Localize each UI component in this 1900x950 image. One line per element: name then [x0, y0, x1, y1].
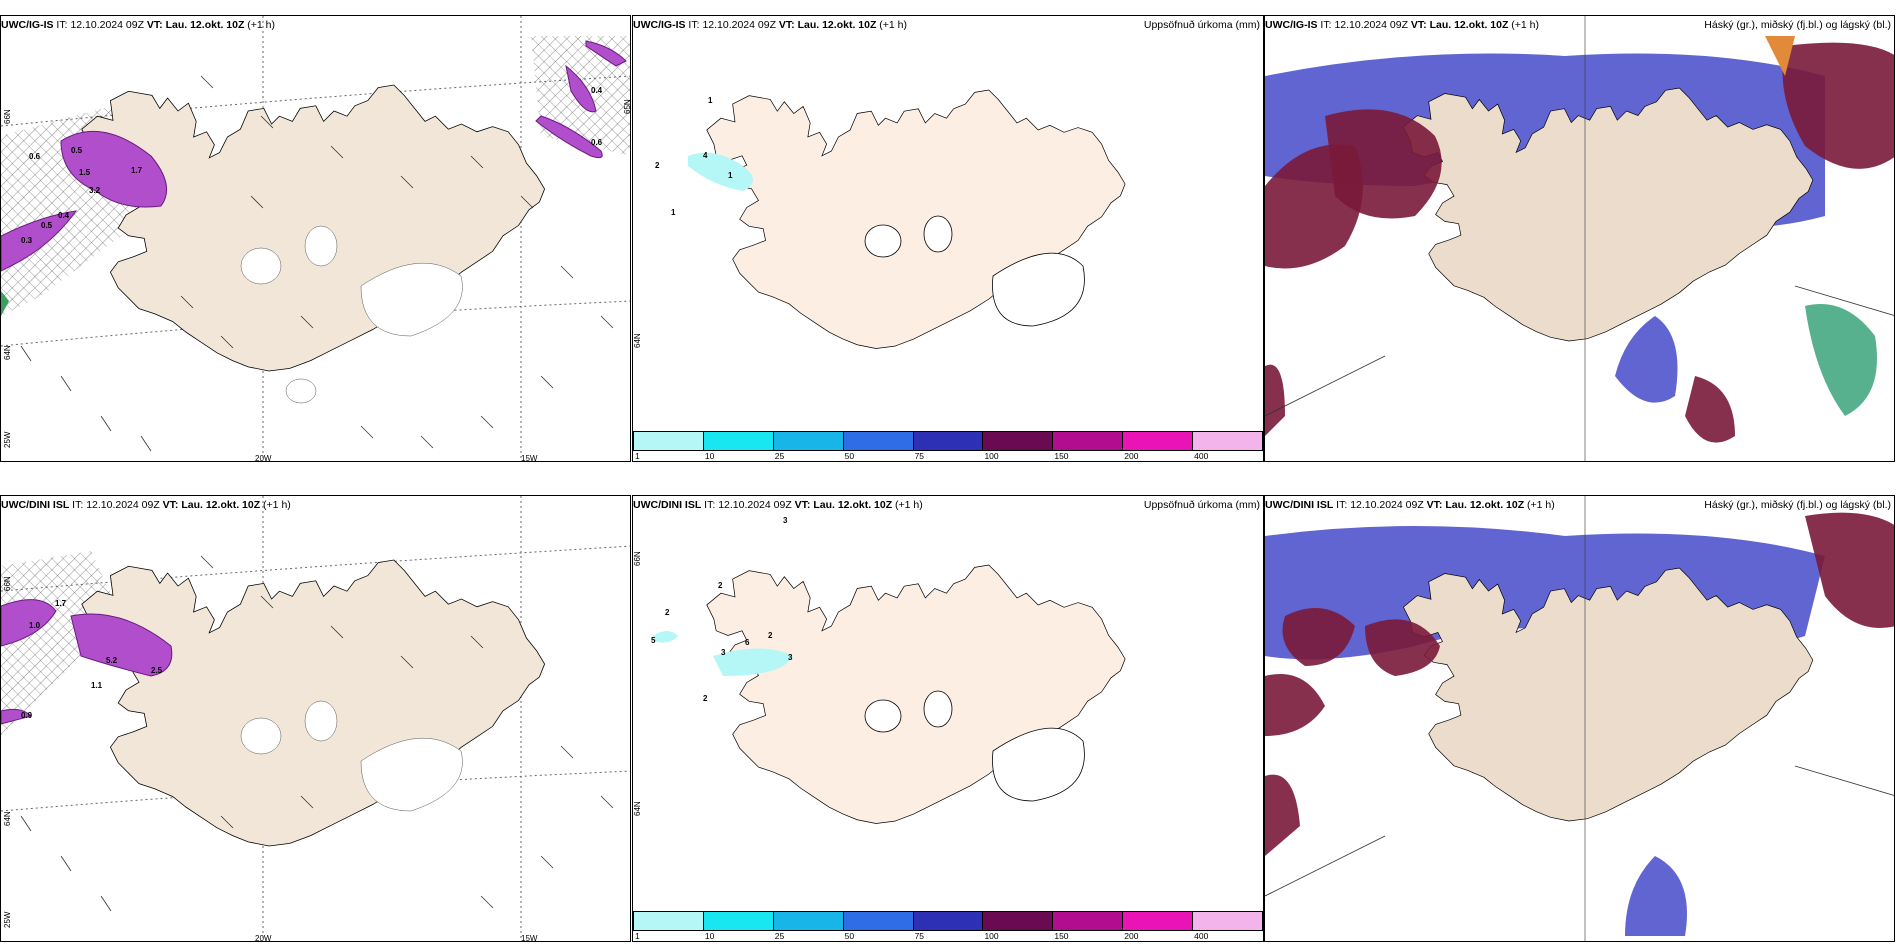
cloud-map-panel-dini: UWC/DINI ISL IT: 12.10.2024 09Z VT: Lau.… [1264, 495, 1895, 942]
panel-header: UWC/DINI ISL IT: 12.10.2024 09Z VT: Lau.… [633, 499, 923, 511]
colorbar-swatch: 10 [703, 432, 774, 461]
precip-value: 2 [768, 631, 773, 640]
lat-label: 64N [3, 811, 12, 826]
panel-header: UWC/DINI ISL IT: 12.10.2024 09Z VT: Lau.… [1, 499, 291, 511]
colorbar-swatch: 100 [983, 432, 1054, 461]
contour-label: 5.2 [106, 656, 118, 665]
lon-label: 15W [521, 934, 538, 942]
wind-map-panel-dini: UWC/DINI ISL IT: 12.10.2024 09Z VT: Lau.… [0, 495, 631, 942]
lat-label: 66N [3, 109, 12, 124]
model-name: UWC/IG-IS [1, 19, 54, 31]
colorbar-swatch: 25 [773, 432, 844, 461]
colorbar-swatch: 200 [1123, 912, 1194, 941]
lat-label: 66N [3, 576, 12, 591]
precip-value: 1 [671, 208, 676, 217]
colorbar-swatch: 100 [983, 912, 1054, 941]
colorbar-swatch: 75 [913, 912, 984, 941]
lat-label: 64N [633, 333, 642, 348]
contour-label: 0.4 [58, 211, 70, 220]
precip-value: 2 [703, 694, 708, 703]
contour-label: 2.5 [151, 666, 163, 675]
wind-map-panel-igis: UWC/IG-IS IT: 12.10.2024 09Z VT: Lau. 12… [0, 15, 631, 462]
lat-label: 65N [623, 99, 631, 114]
lat-label: 64N [633, 801, 642, 816]
panel-header: UWC/DINI ISL IT: 12.10.2024 09Z VT: Lau.… [1265, 499, 1555, 511]
precip-map-panel-dini: UWC/DINI ISL IT: 12.10.2024 09Z VT: Lau.… [632, 495, 1264, 942]
cloud-map-panel-igis: UWC/IG-IS IT: 12.10.2024 09Z VT: Lau. 12… [1264, 15, 1895, 462]
precip-value: 5 [651, 636, 656, 645]
colorbar-swatch: 400 [1193, 912, 1263, 941]
contour-label: 0.6 [29, 152, 41, 161]
colorbar: 1 10 25 50 75 100 150 200 400 [633, 431, 1263, 461]
parameter-title: Uppsöfnuð úrkoma (mm) [1143, 19, 1260, 31]
precip-value: 3 [721, 648, 726, 657]
contour-label: 0.5 [41, 221, 53, 230]
precip-value: 4 [703, 151, 708, 160]
parameter-title: Uppsöfnuð úrkoma (mm) [1143, 499, 1260, 511]
contour-label: 1.7 [131, 166, 143, 175]
precip-value: 6 [745, 638, 750, 647]
precip-value: 3 [788, 653, 793, 662]
contour-label: 1.5 [79, 168, 91, 177]
precip-value: 3 [783, 516, 788, 525]
lat-label: 66N [633, 551, 642, 566]
colorbar-swatch: 400 [1193, 432, 1263, 461]
wind-map [1, 496, 630, 941]
colorbar-swatch: 50 [843, 432, 914, 461]
panel-header: UWC/IG-IS IT: 12.10.2024 09Z VT: Lau. 12… [1265, 19, 1540, 31]
colorbar-swatch: 1 [634, 912, 704, 941]
precip-value: 2 [718, 581, 723, 590]
contour-label: 0.6 [591, 138, 603, 147]
precip-value: 1 [708, 96, 713, 105]
precip-value: 2 [655, 161, 660, 170]
colorbar-swatch: 50 [843, 912, 914, 941]
parameter-title: Háský (gr.), miðský (fj.bl.) og lágský (… [1704, 499, 1891, 511]
colorbar-swatch: 1 [634, 432, 704, 461]
panel-header: UWC/IG-IS IT: 12.10.2024 09Z VT: Lau. 12… [1, 19, 276, 31]
contour-label: 1.1 [91, 681, 103, 690]
precip-value: 1 [728, 171, 733, 180]
lat-label: 25W [3, 431, 12, 448]
panel-header: UWC/IG-IS IT: 12.10.2024 09Z VT: Lau. 12… [633, 19, 908, 31]
colorbar-swatch: 200 [1123, 432, 1194, 461]
contour-label: 0.4 [591, 86, 603, 95]
contour-label: 1.7 [55, 599, 67, 608]
colorbar-swatch: 150 [1053, 912, 1124, 941]
precip-map [688, 89, 1126, 349]
cloud-map [1265, 496, 1894, 941]
contour-label: 0.5 [71, 146, 83, 155]
contour-label: 0.3 [21, 236, 33, 245]
precip-map-panel-igis: UWC/IG-IS IT: 12.10.2024 09Z VT: Lau. 12… [632, 15, 1264, 462]
colorbar: 1 10 25 50 75 100 150 200 400 [633, 911, 1263, 941]
cloud-map [1265, 16, 1894, 461]
precip-map [653, 564, 1126, 824]
colorbar-swatch: 150 [1053, 432, 1124, 461]
lon-label: 20W [255, 934, 272, 942]
colorbar-swatch: 75 [913, 432, 984, 461]
lon-label: 15W [521, 454, 538, 462]
contour-label: 0.9 [21, 711, 33, 720]
precip-value: 2 [665, 608, 670, 617]
colorbar-swatch: 10 [703, 912, 774, 941]
lat-label: 64N [3, 345, 12, 360]
contour-label: 1.0 [29, 621, 41, 630]
contour-label: 3.2 [89, 186, 101, 195]
lat-label: 25W [3, 911, 12, 928]
parameter-title: Háský (gr.), miðský (fj.bl.) og lágský (… [1704, 19, 1891, 31]
colorbar-swatch: 25 [773, 912, 844, 941]
wind-map [1, 16, 630, 461]
lon-label: 20W [255, 454, 272, 462]
